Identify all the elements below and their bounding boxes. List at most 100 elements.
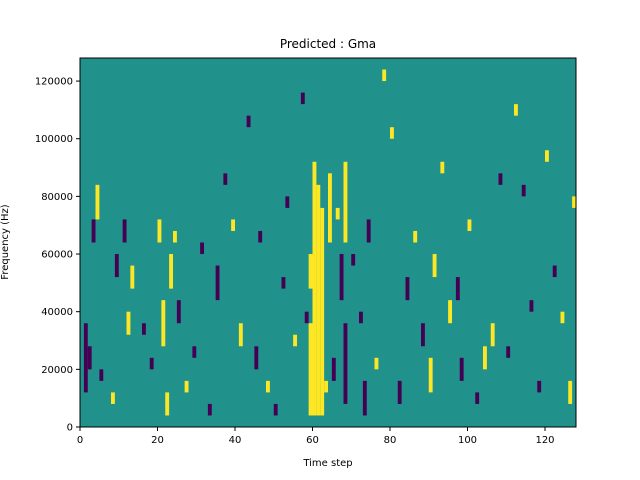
heatmap-cell <box>91 219 96 243</box>
heatmap-cell <box>316 184 321 416</box>
heatmap-cell <box>568 380 573 404</box>
heatmap-cell <box>521 184 526 197</box>
y-tick-label: 40000 <box>41 307 73 318</box>
y-tick-label: 80000 <box>41 192 73 203</box>
heatmap-cell <box>114 254 119 278</box>
y-axis-label: Frequency (Hz) <box>0 204 11 280</box>
heatmap-cell <box>397 380 402 404</box>
heatmap-cell <box>215 265 220 301</box>
heatmap-cell <box>440 161 445 174</box>
heatmap-cell <box>192 346 197 358</box>
heatmap-cell <box>111 392 115 404</box>
heatmap-cell <box>238 323 243 347</box>
heatmap-cell <box>149 357 154 370</box>
heatmap-cell <box>331 357 336 381</box>
y-tick-label: 60000 <box>41 250 73 261</box>
heatmap-cell <box>157 219 162 243</box>
heatmap-cell <box>184 380 189 393</box>
x-tick-label: 0 <box>77 435 83 446</box>
y-tick-label: 100000 <box>35 134 73 145</box>
heatmap-cell <box>173 230 177 243</box>
heatmap-cell <box>359 311 363 324</box>
heatmap-cell <box>266 380 270 393</box>
heatmap-cell <box>281 277 286 289</box>
heatmap-cell <box>273 403 278 416</box>
heatmap-cell <box>343 161 348 243</box>
heatmap-cell <box>308 254 313 289</box>
heatmap-cell <box>122 219 127 243</box>
x-axis-label: Time step <box>302 458 352 469</box>
x-tick-label: 120 <box>535 435 554 446</box>
heatmap-cell <box>421 323 425 347</box>
heatmap-cell <box>293 334 298 347</box>
heatmap-cell <box>483 346 487 370</box>
heatmap-cell <box>351 254 356 266</box>
heatmap-cell <box>231 219 236 231</box>
heatmap-cell <box>308 323 313 416</box>
heatmap-cell <box>328 173 332 243</box>
heatmap-cell <box>459 357 464 381</box>
heatmap-cell <box>552 265 557 278</box>
heatmap-cell <box>207 403 212 416</box>
y-tick-label: 120000 <box>35 77 73 88</box>
x-tick-label: 100 <box>458 435 477 446</box>
x-tick-label: 20 <box>151 435 164 446</box>
heatmap-cell <box>339 254 344 301</box>
y-tick-label: 0 <box>67 423 73 434</box>
heatmap-cell <box>304 311 309 324</box>
y-axis: 0 20000 40000 60000 80000 100000 120000 <box>35 77 80 434</box>
heatmap-cell <box>258 230 263 243</box>
heatmap-cell <box>324 380 329 393</box>
heatmap-cell <box>142 323 146 335</box>
heatmap-cell <box>99 369 104 381</box>
x-tick-label: 80 <box>384 435 397 446</box>
heatmap-cell <box>254 346 259 370</box>
heatmap-cell <box>432 254 437 278</box>
heatmap-cell <box>169 254 174 289</box>
heatmap-cell <box>130 265 135 289</box>
heatmap-cell <box>428 357 433 393</box>
heatmap-cell <box>560 311 565 324</box>
plot-frame <box>79 57 577 428</box>
heatmap-cell <box>362 380 367 416</box>
heatmap-cell <box>343 323 348 404</box>
heatmap-cell <box>126 311 131 335</box>
heatmap-cell <box>161 300 166 347</box>
heatmap-cell <box>475 392 480 404</box>
chart-title: Predicted : Gma <box>280 37 376 51</box>
heatmap-cell <box>312 161 317 416</box>
heatmap-cell <box>448 300 453 324</box>
heatmap-cell <box>545 150 549 162</box>
heatmap-cell <box>498 173 503 185</box>
heatmap-cell <box>200 242 205 255</box>
heatmap-cell <box>506 346 511 358</box>
heatmap-cell <box>537 380 542 393</box>
heatmap-cell <box>95 184 100 220</box>
x-tick-label: 40 <box>229 435 242 446</box>
heatmap-cell <box>300 92 305 105</box>
plot-area <box>80 58 577 427</box>
heatmap-cell <box>455 277 460 301</box>
heatmap-cell <box>285 196 290 208</box>
heatmap-cell <box>335 207 340 220</box>
heatmap-cell <box>405 277 410 301</box>
y-tick-label: 20000 <box>41 365 73 376</box>
heatmap-cell <box>223 173 228 185</box>
heatmap-cell <box>572 196 577 208</box>
heatmap-cell <box>514 104 518 116</box>
heatmap-cell <box>390 127 394 139</box>
heatmap-cell <box>87 346 92 370</box>
heatmap-cell <box>382 69 387 82</box>
heatmap-cell <box>176 300 181 324</box>
heatmap-cell <box>467 219 472 231</box>
heatmap-cell <box>320 207 325 416</box>
heatmap-cell <box>165 392 170 416</box>
heatmap-cell <box>529 300 534 312</box>
heatmap-cell <box>490 323 495 347</box>
heatmap-cell <box>366 219 371 243</box>
heatmap-cell <box>413 230 418 243</box>
heatmap-cell <box>374 357 379 370</box>
x-tick-label: 60 <box>306 435 319 446</box>
heatmap-cell <box>246 115 251 128</box>
